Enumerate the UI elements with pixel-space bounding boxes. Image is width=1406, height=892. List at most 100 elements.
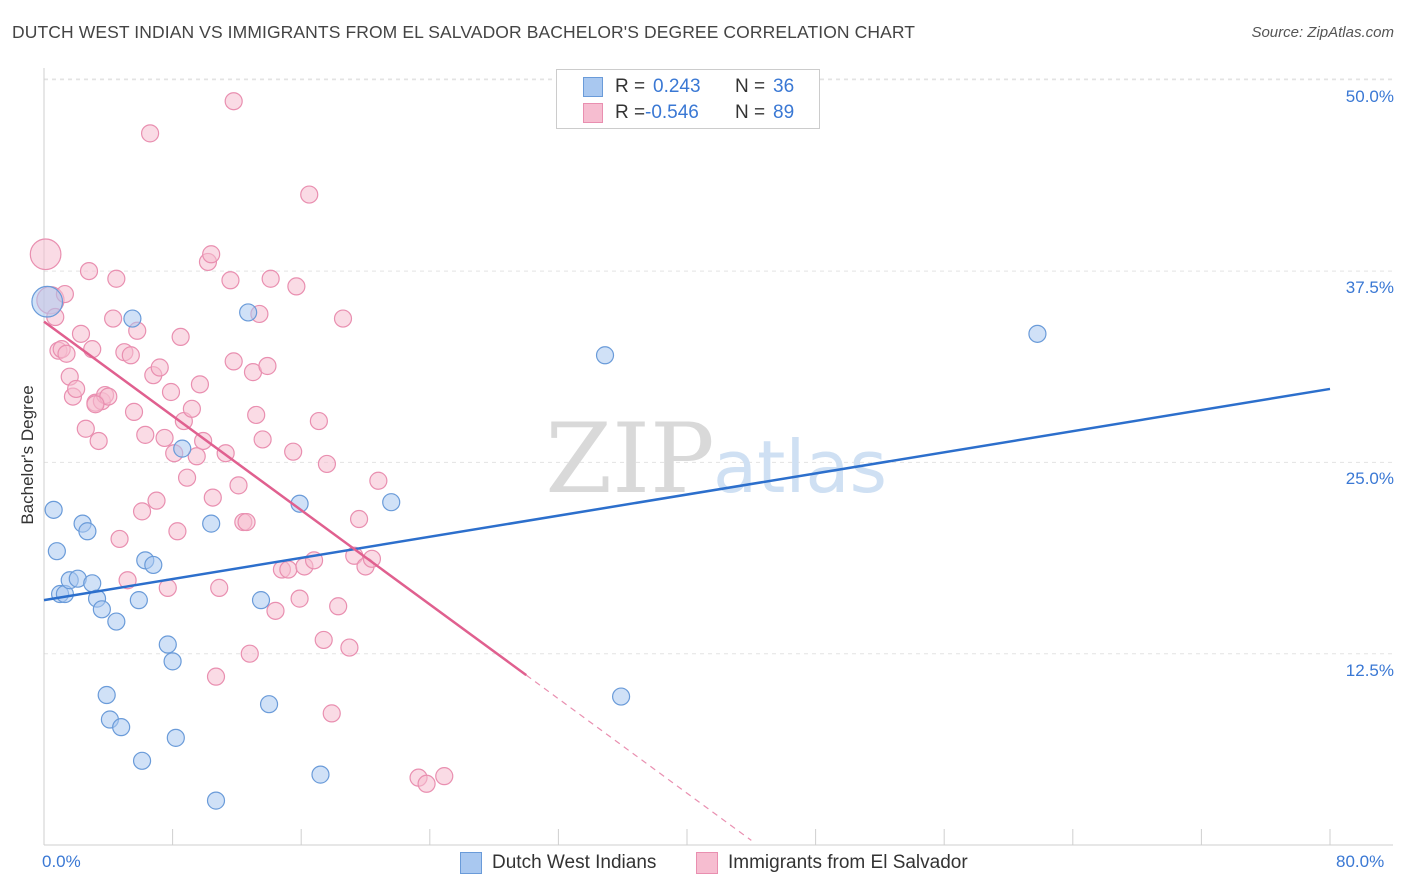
- legend-n-value: 36: [773, 76, 795, 97]
- point-immigrant-el-salvador: [258, 356, 277, 376]
- point-dutch-west-indian: [44, 500, 63, 519]
- point-immigrant-el-salvador: [210, 578, 229, 597]
- point-immigrant-el-salvador: [161, 382, 181, 402]
- legend-label: Dutch West Indians: [492, 852, 657, 873]
- point-immigrant-el-salvador: [76, 419, 95, 438]
- point-immigrant-el-salvador: [187, 447, 206, 466]
- point-immigrant-el-salvador: [155, 428, 174, 448]
- point-immigrant-el-salvador: [194, 431, 213, 451]
- point-immigrant-el-salvador: [121, 346, 140, 365]
- legend-swatch-pink: [583, 103, 603, 123]
- point-immigrant-el-salvador: [206, 667, 226, 686]
- point-immigrant-el-salvador: [71, 324, 91, 343]
- point-immigrant-el-salvador: [171, 327, 190, 347]
- point-dutch-west-indian: [31, 285, 64, 318]
- y-tick-label: 50.0%: [1345, 87, 1394, 106]
- trend-line-immigrants-el-salvador: [43, 320, 527, 677]
- point-immigrant-el-salvador: [79, 262, 99, 281]
- point-immigrant-el-salvador: [107, 269, 126, 288]
- point-dutch-west-indian: [382, 493, 401, 512]
- point-immigrant-el-salvador: [435, 767, 454, 786]
- point-immigrant-el-salvador: [253, 430, 272, 449]
- point-dutch-west-indian: [163, 652, 182, 671]
- point-immigrant-el-salvador: [362, 549, 382, 568]
- series-immigrants-el-salvador: [29, 92, 454, 793]
- y-tick-label: 25.0%: [1345, 469, 1394, 488]
- x-axis: [43, 68, 1393, 846]
- point-immigrant-el-salvador: [340, 638, 359, 657]
- point-immigrant-el-salvador: [290, 589, 309, 608]
- chart-source: Source: ZipAtlas.com: [1251, 24, 1394, 41]
- point-immigrant-el-salvador: [284, 442, 303, 461]
- legend-r-label: R =: [615, 102, 646, 123]
- point-dutch-west-indian: [595, 346, 615, 365]
- point-dutch-west-indian: [166, 728, 185, 747]
- watermark-zip: ZIP: [545, 403, 714, 515]
- trend-line-extension-immigrants-el-salvador: [525, 674, 752, 841]
- trend-lines: [43, 320, 1331, 841]
- chart-title: DUTCH WEST INDIAN VS IMMIGRANTS FROM EL …: [12, 22, 916, 42]
- point-immigrant-el-salvador: [57, 344, 76, 363]
- y-tick-label: 37.5%: [1345, 278, 1394, 297]
- correlation-legend: R = 0.243 N = 36 R = -0.546 N = 89: [556, 69, 820, 129]
- series-dutch-west-indians: [31, 285, 1047, 810]
- point-dutch-west-indian: [239, 303, 258, 322]
- legend-r-label: R =: [615, 76, 646, 97]
- point-immigrant-el-salvador: [333, 309, 353, 328]
- point-immigrant-el-salvador: [221, 271, 240, 290]
- point-immigrant-el-salvador: [247, 405, 266, 425]
- point-dutch-west-indian: [112, 718, 131, 737]
- point-immigrant-el-salvador: [369, 471, 388, 490]
- point-immigrant-el-salvador: [168, 522, 187, 541]
- point-immigrant-el-salvador: [261, 269, 280, 288]
- y-tick-label: 12.5%: [1345, 661, 1394, 680]
- point-dutch-west-indian: [132, 751, 152, 770]
- point-dutch-west-indian: [1028, 324, 1047, 343]
- legend-n-label: N =: [735, 76, 766, 97]
- point-immigrant-el-salvador: [89, 431, 108, 451]
- point-dutch-west-indian: [97, 685, 116, 705]
- point-immigrant-el-salvador: [150, 358, 169, 377]
- legend-item-immigrants-el-salvador: Immigrants from El Salvador: [696, 852, 968, 874]
- point-immigrant-el-salvador: [190, 375, 210, 394]
- legend-swatch-blue: [583, 77, 603, 97]
- legend-r-value: 0.243: [653, 76, 701, 97]
- point-immigrant-el-salvador: [266, 601, 285, 620]
- point-dutch-west-indian: [107, 612, 126, 631]
- point-immigrant-el-salvador: [314, 630, 333, 650]
- point-immigrant-el-salvador: [240, 644, 259, 663]
- point-dutch-west-indian: [123, 309, 142, 328]
- point-dutch-west-indian: [144, 555, 163, 575]
- point-dutch-west-indian: [202, 514, 221, 533]
- point-dutch-west-indian: [92, 600, 111, 619]
- legend-swatch-blue: [460, 852, 482, 874]
- legend-swatch-pink: [696, 852, 718, 874]
- point-dutch-west-indian: [78, 522, 97, 541]
- point-dutch-west-indian: [311, 765, 330, 784]
- point-dutch-west-indian: [611, 687, 631, 706]
- watermark: ZIP atlas: [545, 403, 887, 515]
- point-immigrant-el-salvador: [140, 124, 160, 143]
- trend-line-dutch-west-indians: [43, 387, 1331, 602]
- point-immigrant-el-salvador: [203, 488, 222, 507]
- point-immigrant-el-salvador: [279, 560, 298, 579]
- point-immigrant-el-salvador: [237, 512, 256, 532]
- point-dutch-west-indian: [206, 791, 226, 810]
- point-immigrant-el-salvador: [309, 411, 328, 431]
- series-legend: Dutch West Indians Immigrants from El Sa…: [0, 852, 1406, 876]
- point-dutch-west-indian: [83, 574, 102, 593]
- point-dutch-west-indian: [129, 591, 148, 610]
- point-immigrant-el-salvador: [104, 309, 123, 328]
- point-dutch-west-indian: [173, 439, 192, 458]
- legend-n-value: 89: [773, 102, 795, 123]
- point-dutch-west-indian: [47, 542, 66, 561]
- legend-r-value: -0.546: [645, 102, 699, 123]
- point-immigrant-el-salvador: [322, 704, 341, 723]
- point-immigrant-el-salvador: [224, 352, 243, 371]
- point-immigrant-el-salvador: [300, 185, 319, 204]
- point-immigrant-el-salvador: [329, 597, 348, 616]
- point-immigrant-el-salvador: [83, 340, 102, 359]
- x-tick-label-min: 0.0%: [42, 852, 81, 871]
- point-dutch-west-indian: [158, 635, 177, 654]
